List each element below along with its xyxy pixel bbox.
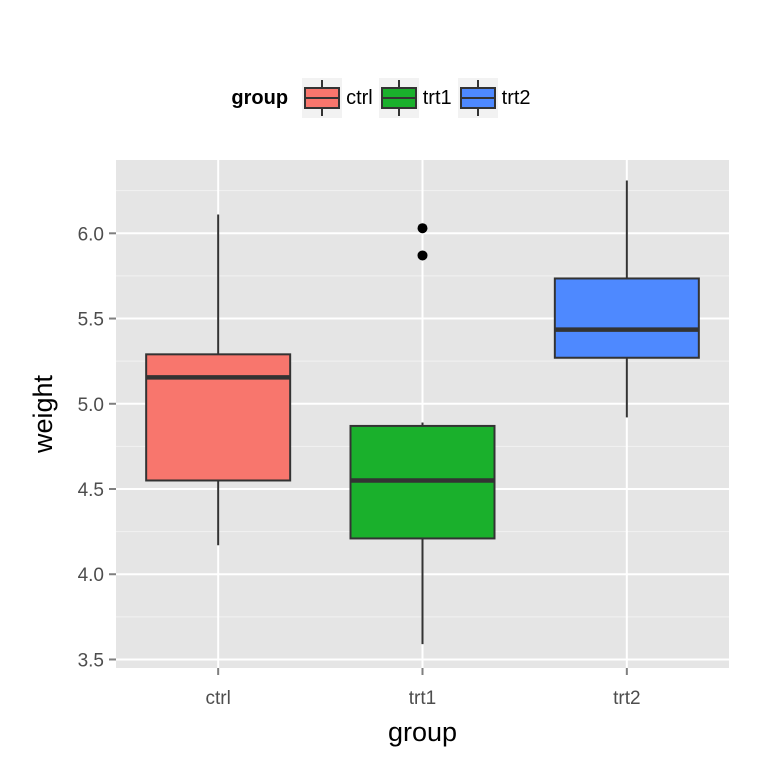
legend-key-ctrl [302, 78, 343, 118]
y-tick-label: 3.5 [78, 650, 104, 671]
legend-label-trt1: trt1 [422, 86, 452, 109]
legend-title: group [231, 86, 289, 109]
box-ctrl [145, 353, 292, 482]
legend-item-trt1: trt1 [378, 78, 452, 118]
x-tick-label: trt2 [613, 688, 640, 709]
y-tick-label: 6.0 [78, 224, 104, 245]
y-axis-title: weight [28, 374, 58, 454]
box-trt2 [553, 277, 700, 359]
x-tick-label: ctrl [206, 688, 231, 709]
y-tick-label: 5.5 [78, 310, 104, 331]
outlier-point-trt1 [417, 223, 428, 234]
legend-item-ctrl: ctrl [302, 78, 373, 118]
x-axis-title: group [388, 717, 457, 747]
legend-label-ctrl: ctrl [346, 86, 373, 109]
outlier-point-trt1 [417, 250, 428, 261]
legend-label-trt2: trt2 [501, 86, 531, 109]
legend-item-trt2: trt2 [457, 78, 531, 118]
y-tick-label: 5.0 [78, 395, 104, 416]
y-tick-label: 4.5 [78, 480, 104, 501]
x-tick-label: trt1 [409, 688, 436, 709]
legend-key-trt1 [378, 78, 419, 118]
legend: group ctrl trt1 [0, 78, 768, 118]
y-tick-label: 4.0 [78, 565, 104, 586]
legend-key-trt2 [457, 78, 498, 118]
